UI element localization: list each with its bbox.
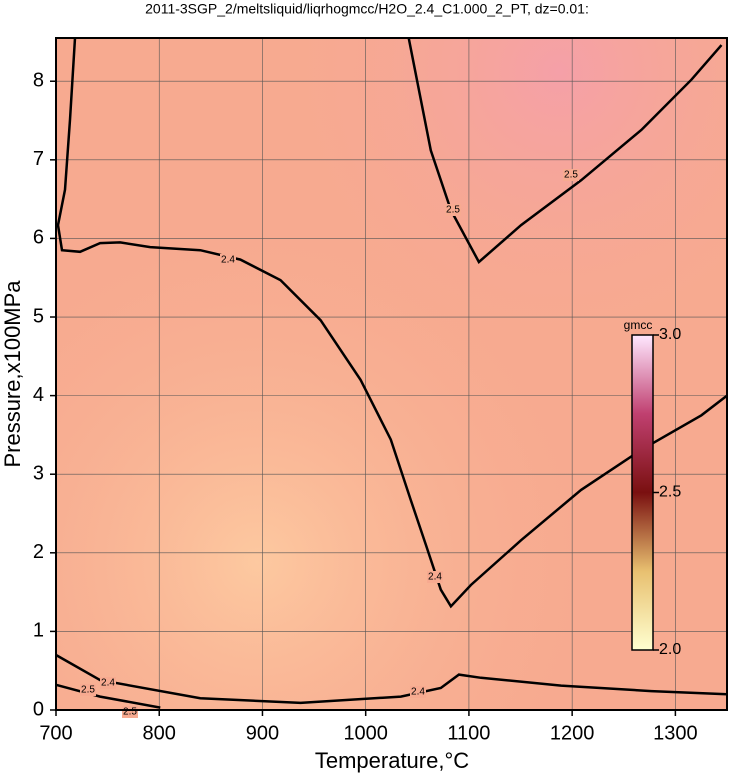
- contour-label: 2.4: [101, 678, 115, 689]
- y-axis-label: Pressure,x100MPa: [0, 280, 25, 468]
- y-tick-label: 0: [33, 698, 44, 720]
- contour-label: 2.5: [446, 205, 460, 216]
- contour-label: 2.4: [411, 687, 425, 698]
- contour-label: 2.4: [428, 572, 442, 583]
- colorbar: [631, 334, 654, 651]
- contour-label: 2.5: [123, 707, 137, 718]
- y-tick-label: 1: [33, 620, 44, 642]
- y-tick-label: 4: [33, 384, 44, 406]
- plot-shading: [56, 38, 727, 710]
- y-tick-label: 2: [33, 541, 44, 563]
- x-tick-label: 1000: [343, 722, 388, 744]
- x-tick-label: 700: [39, 722, 72, 744]
- colorbar-tick-label: 2.5: [659, 484, 681, 501]
- y-tick-label: 6: [33, 227, 44, 249]
- y-tick-label: 7: [33, 148, 44, 170]
- x-tick-label: 800: [143, 722, 176, 744]
- x-tick-label: 1300: [653, 722, 698, 744]
- colorbar-title: gmcc: [624, 318, 653, 332]
- contour-label-bg: [100, 677, 116, 689]
- chart-title: 2011-3SGP_2/meltsliquid/liqrhogmcc/H2O_2…: [145, 1, 589, 17]
- contour-line: [55, 683, 161, 709]
- x-tick-label: 900: [246, 722, 279, 744]
- contour-label-bg: [445, 204, 461, 216]
- contour-label: 2.4: [221, 255, 235, 266]
- contour-label: 2.5: [564, 170, 578, 181]
- contour-line: [56, 37, 728, 609]
- plot-frame: [55, 37, 728, 711]
- x-tick-label: 1200: [550, 722, 595, 744]
- contour-label-bg: [427, 571, 443, 583]
- contour-label: 2.5: [81, 685, 95, 696]
- contour-label-bg: [563, 169, 579, 181]
- contour-label-bg: [80, 684, 96, 696]
- contour-line: [407, 37, 723, 264]
- contour-line: [55, 653, 728, 705]
- contour-label-bg: [410, 686, 426, 698]
- contour-label-bg: [220, 254, 236, 266]
- colorbar-tick-label: 3.0: [659, 326, 681, 343]
- x-axis-label: Temperature,°C: [315, 748, 469, 773]
- colorbar-tick-label: 2.0: [659, 641, 681, 658]
- y-tick-label: 3: [33, 462, 44, 484]
- y-tick-label: 5: [33, 305, 44, 327]
- y-tick-label: 8: [33, 70, 44, 92]
- x-tick-label: 1100: [447, 722, 490, 744]
